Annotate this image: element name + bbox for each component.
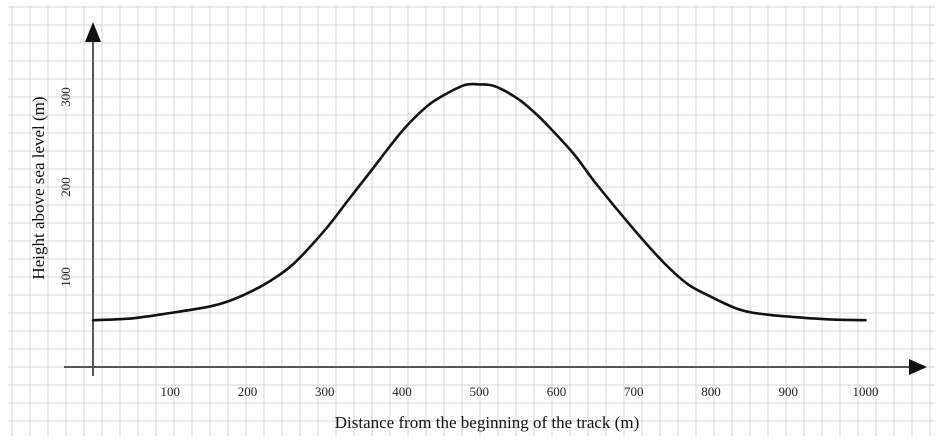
x-tick-label: 500 bbox=[470, 384, 490, 399]
x-tick-label: 700 bbox=[624, 384, 644, 399]
x-axis-arrow-icon bbox=[909, 359, 927, 375]
axes bbox=[64, 22, 927, 376]
x-axis-title: Distance from the beginning of the track… bbox=[335, 413, 639, 432]
y-tick-label: 300 bbox=[58, 87, 73, 107]
grid bbox=[8, 6, 935, 436]
series-group bbox=[91, 82, 867, 322]
x-tick-label: 800 bbox=[701, 384, 721, 399]
x-tick-label: 1000 bbox=[853, 384, 879, 399]
x-tick-label: 300 bbox=[315, 384, 335, 399]
y-tick-label: 100 bbox=[58, 267, 73, 287]
x-tick-label: 100 bbox=[161, 384, 181, 399]
y-tick-label: 200 bbox=[58, 177, 73, 197]
y-axis-arrow-icon bbox=[85, 22, 101, 42]
x-tick-label: 200 bbox=[238, 384, 258, 399]
x-tick-labels: 100 200 300 400 500 600 700 800 900 1000 bbox=[161, 384, 879, 399]
x-tick-label: 900 bbox=[779, 384, 799, 399]
y-axis-title: Height above sea level (m) bbox=[29, 96, 48, 279]
y-tick-labels: 100 200 300 bbox=[58, 87, 73, 287]
x-tick-label: 600 bbox=[547, 384, 567, 399]
x-tick-label: 400 bbox=[392, 384, 412, 399]
height-profile-line bbox=[91, 82, 867, 322]
